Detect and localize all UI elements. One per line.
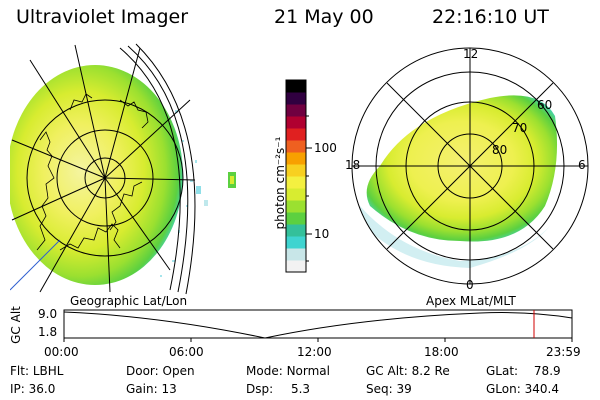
- instrument-title: Ultraviolet Imager: [16, 6, 189, 28]
- colorbar-segment: [286, 248, 306, 261]
- timeline-xtick-1800: 18:00: [424, 345, 459, 359]
- timeline-xtick-1200: 12:00: [297, 345, 332, 359]
- mlat-label-70: 70: [512, 121, 528, 135]
- colorbar-segment: [286, 176, 306, 189]
- date-label: 21 May 00: [274, 6, 374, 28]
- time-label: 22:16:10 UT: [432, 6, 549, 28]
- aurora-oval: [366, 95, 558, 242]
- info-ip: IP: 36.0: [10, 382, 56, 396]
- timeline-ylabel: GC Alt: [9, 306, 23, 344]
- timeline-xtick-0000: 00:00: [44, 345, 79, 359]
- mlt-label-18: 18: [345, 158, 361, 172]
- mlt-label-6: 6: [578, 158, 586, 172]
- colorbar-tick-100: 100: [314, 141, 337, 155]
- info-seq: Seq: 39: [366, 382, 412, 396]
- mlat-label-80: 80: [492, 143, 508, 157]
- colorbar-scale: [286, 80, 306, 273]
- info-mode: Mode: Normal: [246, 364, 330, 378]
- colorbar-segment: [286, 116, 306, 129]
- colorbar-segment: [286, 236, 306, 249]
- timeline-xtick-0600: 06:00: [169, 345, 204, 359]
- info-filter: Flt: LBHL: [10, 364, 64, 378]
- info-gain: Gain: 13: [126, 382, 177, 396]
- coastlines: [36, 93, 149, 251]
- mlt-label-0: 0: [466, 278, 474, 292]
- info-glon: GLon: 340.4: [486, 382, 559, 396]
- colorbar-segment: [286, 164, 306, 177]
- timeline-xtick-2359: 23:59: [546, 345, 581, 359]
- geographic-label: Geographic Lat/Lon: [70, 294, 188, 308]
- colorbar-segment: [286, 260, 306, 273]
- colorbar-segment: [286, 104, 306, 117]
- mlt-label-12: 12: [463, 47, 479, 61]
- colorbar-segment: [286, 212, 306, 225]
- aurora-glow-left: [10, 65, 183, 285]
- apex-label: Apex MLat/MLT: [426, 294, 516, 308]
- info-glat: GLat: 78.9: [486, 364, 561, 378]
- timeline-ytick-low: 1.8: [38, 325, 58, 339]
- colorbar-segment: [286, 80, 306, 93]
- colorbar-segment: [286, 200, 306, 213]
- altitude-timeline: [63, 309, 573, 342]
- colorbar: [285, 79, 312, 273]
- info-door: Door: Open: [126, 364, 195, 378]
- timeline-ytick-high: 9.0: [38, 307, 58, 321]
- colorbar-segment: [286, 152, 306, 165]
- colorbar-segment: [286, 140, 306, 153]
- colorbar-tick-10: 10: [314, 227, 330, 241]
- colorbar-segment: [286, 188, 306, 201]
- polar-map: [351, 47, 589, 285]
- colorbar-segment: [286, 128, 306, 141]
- colorbar-segment: [286, 92, 306, 105]
- info-gc-alt: GC Alt: 8.2 Re: [366, 364, 450, 378]
- colorbar-unit-label: photon cm⁻²s⁻¹: [273, 136, 287, 230]
- info-dsp: Dsp: 5.3: [246, 382, 311, 396]
- colorbar-segment: [286, 224, 306, 237]
- mlat-label-60: 60: [537, 98, 553, 112]
